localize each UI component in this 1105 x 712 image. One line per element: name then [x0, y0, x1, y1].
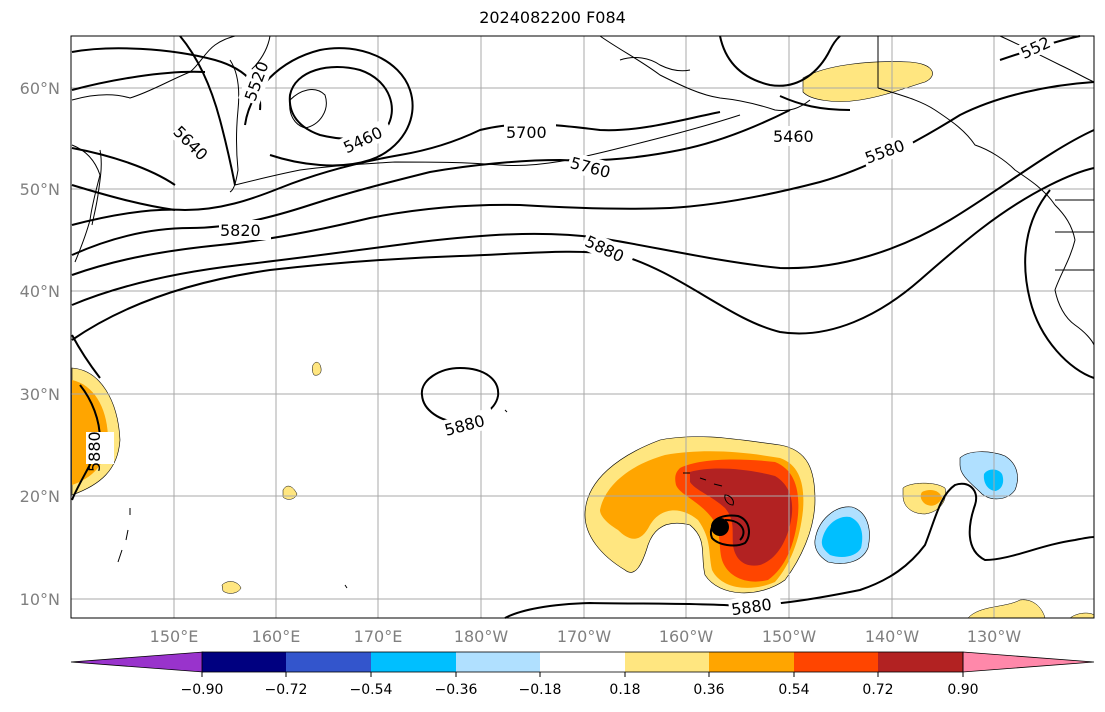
- colorbar-tick-label: −0.90: [181, 682, 224, 698]
- colorbar-bin: [202, 652, 286, 672]
- lon-label-160w: 160°W: [659, 627, 714, 646]
- lon-label-170e: 170°E: [354, 627, 403, 646]
- height-contours: [71, 35, 1095, 619]
- map-title: 2024082200 F084: [479, 8, 626, 27]
- colorbar-tick-label: −0.54: [350, 682, 393, 698]
- contour-label-5880-west: 5880: [85, 431, 104, 472]
- anomaly-small-1: [312, 361, 322, 376]
- lon-label-150w: 150°W: [762, 627, 817, 646]
- colorbar-outline: [201, 651, 964, 673]
- colorbar-extend-max: [962, 651, 1095, 673]
- colorbar-tick-label: −0.18: [519, 682, 562, 698]
- contour-labels: 5520 5640 5460 5700 5760 5820 5880 5460 …: [85, 31, 1057, 620]
- colorbar-bin: [878, 652, 963, 672]
- colorbar-tick-label: 0.18: [609, 682, 640, 698]
- colorbar-bin: [625, 652, 709, 672]
- colorbar-tick-label: 0.36: [693, 682, 724, 698]
- anomaly-small-3: [221, 581, 242, 594]
- contour-label-5880-south: 5880: [730, 595, 773, 619]
- contour-label-5700: 5700: [506, 123, 547, 142]
- storm-center-marker: [711, 518, 729, 536]
- gridlines: [71, 36, 1094, 618]
- lat-label-30n: 30°N: [20, 385, 60, 404]
- lat-label-50n: 50°N: [20, 180, 60, 199]
- anomaly-alaska-yellow: [802, 61, 933, 102]
- lon-label-170w: 170°W: [557, 627, 612, 646]
- colorbar-bin: [286, 652, 371, 672]
- shaded-anomalies: [71, 61, 1095, 619]
- lon-label-150e: 150°E: [150, 627, 199, 646]
- colorbar-tick-label: 0.54: [778, 682, 809, 698]
- anomaly-small-2: [282, 485, 298, 500]
- anomaly-east-small-orange: [920, 490, 942, 506]
- anomaly-bottom-right: [967, 599, 1046, 619]
- lon-label-140w: 140°W: [865, 627, 920, 646]
- contour-label-5880-high: 5880: [442, 411, 486, 440]
- map-frame: [70, 35, 1095, 619]
- colorbar-tick-label: −0.36: [435, 682, 478, 698]
- contour-label-5460-west: 5460: [340, 123, 385, 157]
- anomaly-bottom-right-2: [1069, 612, 1095, 619]
- lon-label-130w: 130°W: [967, 627, 1022, 646]
- colorbar-bin: [456, 652, 540, 672]
- colorbar-bin: [371, 652, 456, 672]
- colorbar-extend-min: [70, 651, 204, 673]
- contour-label-5460-east: 5460: [773, 127, 814, 146]
- colorbar-bin: [709, 652, 794, 672]
- lon-label-180w: 180°W: [454, 627, 509, 646]
- colorbar: −0.90 −0.72 −0.54 −0.36 −0.18 0.18 0.36 0.54 0.7…: [70, 651, 1095, 698]
- lat-label-20n: 20°N: [20, 487, 60, 506]
- lat-label-10n: 10°N: [20, 590, 60, 609]
- colorbar-bin: [540, 652, 625, 672]
- lat-label-40n: 40°N: [20, 282, 60, 301]
- colorbar-tick-label: −0.72: [265, 682, 308, 698]
- lat-axis: 10°N 20°N 30°N 40°N 50°N 60°N: [20, 79, 60, 609]
- lon-label-160e: 160°E: [252, 627, 301, 646]
- contour-label-5580: 5580: [862, 136, 907, 168]
- contour-label-5820: 5820: [220, 221, 261, 240]
- anomaly-blue-1: [821, 516, 863, 557]
- lon-axis: 150°E 160°E 170°E 180°W 170°W 160°W 150°…: [150, 627, 1022, 646]
- colorbar-bin: [794, 652, 878, 672]
- lat-label-60n: 60°N: [20, 79, 60, 98]
- colorbar-tick-label: 0.72: [862, 682, 893, 698]
- colorbar-tick-label: 0.90: [947, 682, 978, 698]
- contour-label-5880-central: 5880: [582, 232, 627, 266]
- contour-label-5760: 5760: [568, 153, 612, 182]
